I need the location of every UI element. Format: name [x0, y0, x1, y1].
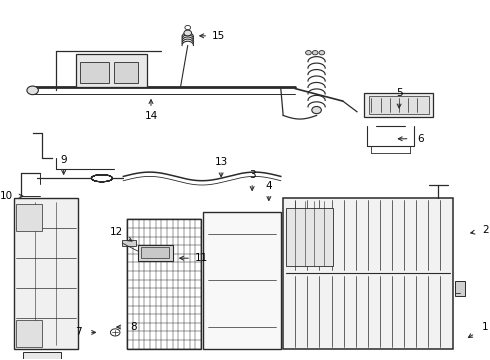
Text: 4: 4 [266, 181, 272, 191]
Text: 12: 12 [110, 226, 123, 237]
Bar [203, 212, 281, 348]
Text: 6: 6 [417, 134, 423, 144]
Text: 8: 8 [130, 322, 137, 332]
Circle shape [306, 50, 311, 55]
Circle shape [312, 50, 318, 55]
Text: 7: 7 [75, 327, 82, 337]
Bar [286, 208, 333, 266]
Bar [80, 62, 109, 83]
Bar [142, 247, 169, 258]
Bar [122, 240, 136, 246]
Text: 13: 13 [215, 157, 228, 167]
Bar [16, 320, 42, 347]
Bar [14, 198, 78, 348]
Text: 14: 14 [145, 111, 158, 121]
Bar [138, 244, 173, 261]
Text: 2: 2 [483, 225, 490, 235]
Bar [369, 96, 429, 114]
Bar [23, 352, 61, 360]
Bar [16, 204, 42, 231]
Circle shape [27, 86, 38, 95]
Circle shape [312, 107, 321, 114]
Circle shape [184, 30, 192, 36]
Bar [455, 282, 466, 296]
Text: 15: 15 [212, 31, 225, 41]
Text: 5: 5 [396, 88, 402, 98]
Circle shape [319, 50, 325, 55]
Bar [364, 93, 434, 117]
Bar [127, 220, 201, 348]
Text: 11: 11 [195, 253, 208, 263]
Bar [75, 54, 147, 87]
Text: 1: 1 [482, 322, 489, 332]
Bar [283, 198, 453, 348]
Text: 3: 3 [249, 170, 255, 180]
Text: 10: 10 [0, 191, 13, 201]
Text: 9: 9 [60, 154, 67, 165]
Bar [114, 62, 138, 83]
